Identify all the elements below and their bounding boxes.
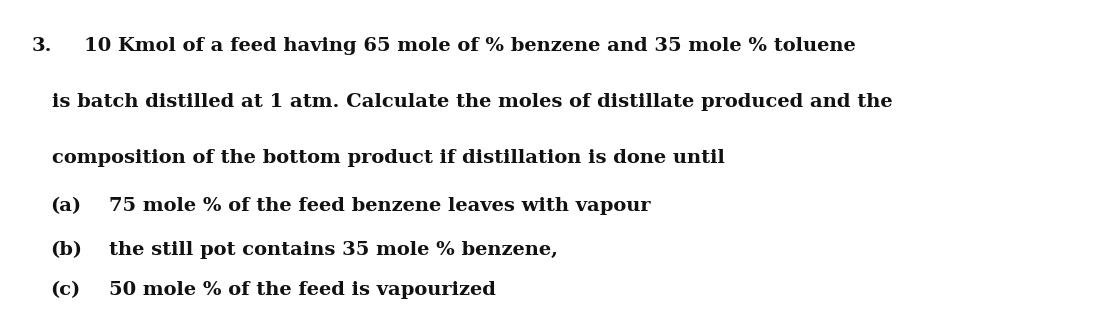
Text: the still pot contains 35 mole % benzene,: the still pot contains 35 mole % benzene… xyxy=(109,241,558,259)
Text: (b): (b) xyxy=(50,241,83,259)
Text: (a): (a) xyxy=(50,197,81,216)
Text: 10 Kmol of a feed having 65 mole of % benzene and 35 mole % toluene: 10 Kmol of a feed having 65 mole of % be… xyxy=(84,37,856,55)
Text: 3.: 3. xyxy=(31,37,51,55)
Text: 50 mole % of the feed is vapourized: 50 mole % of the feed is vapourized xyxy=(109,281,497,299)
Text: 75 mole % of the feed benzene leaves with vapour: 75 mole % of the feed benzene leaves wit… xyxy=(109,197,651,216)
Text: is batch distilled at 1 atm. Calculate the moles of distillate produced and the: is batch distilled at 1 atm. Calculate t… xyxy=(52,93,893,111)
Text: (c): (c) xyxy=(50,281,80,299)
Text: composition of the bottom product if distillation is done until: composition of the bottom product if dis… xyxy=(52,149,725,167)
